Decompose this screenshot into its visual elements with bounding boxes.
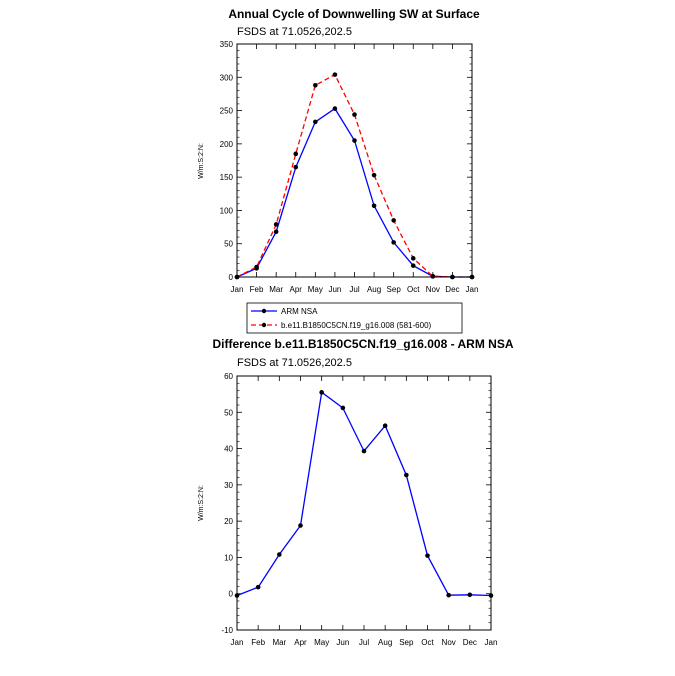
x-tick-label: Dec [445, 285, 459, 294]
y-tick-label: -10 [221, 626, 233, 635]
series-1-point [361, 448, 367, 454]
series-1-point [298, 523, 303, 528]
x-tick-label: Jan [231, 638, 244, 647]
x-tick-label: Nov [442, 638, 456, 647]
y-tick-label: 30 [224, 481, 233, 490]
x-tick-label: Jun [328, 285, 341, 294]
series-1-point [340, 405, 346, 411]
legend-marker-series-2 [261, 322, 267, 328]
series-2-point [391, 218, 396, 223]
series-1-point [404, 472, 409, 478]
x-tick-label: Apr [294, 638, 307, 647]
y-tick-label: 200 [220, 140, 234, 149]
series-2-point [371, 172, 377, 178]
y-tick-label: 150 [220, 173, 234, 182]
series-line-1 [236, 391, 492, 597]
series-2-point [430, 274, 436, 279]
series-1-point [352, 138, 357, 143]
x-tick-label: Feb [251, 638, 265, 647]
series-1-point [391, 240, 396, 245]
x-tick-label: Aug [378, 638, 392, 647]
x-tick-label: Jan [231, 285, 244, 294]
chart1-title: Annual Cycle of Downwelling SW at Surfac… [228, 7, 480, 21]
y-tick-label: 100 [220, 206, 234, 215]
series-1-point [273, 229, 279, 235]
series-line-2 [236, 73, 472, 278]
x-tick-label: Dec [463, 638, 477, 647]
series-1-point [467, 592, 473, 598]
x-tick-label: Jul [349, 285, 359, 294]
series-1-point [425, 553, 430, 558]
series-line-1 [236, 107, 472, 278]
y-tick-label: 20 [224, 517, 233, 526]
chart2-y-axis-label: W/m:S:2:N: [198, 485, 205, 521]
x-tick-label: Jun [336, 638, 349, 647]
series-2-point [254, 264, 259, 270]
chart2-title: Difference b.e11.B1850C5CN.f19_g16.008 -… [212, 337, 513, 351]
x-tick-label: Jul [359, 638, 369, 647]
series-2-point [293, 151, 299, 157]
x-tick-label: Jan [485, 638, 498, 647]
x-tick-label: Oct [421, 638, 434, 647]
legend-label-series-2: b.e11.B1850C5CN.f19_g16.008 (581-600) [281, 321, 432, 330]
y-tick-label: 300 [220, 73, 234, 82]
x-tick-label: Jan [466, 285, 479, 294]
x-tick-label: May [308, 285, 323, 294]
series-2-point [332, 72, 338, 77]
x-tick-label: Feb [250, 285, 264, 294]
x-tick-label: Apr [290, 285, 303, 294]
series-1-point [332, 106, 338, 111]
x-tick-label: May [314, 638, 329, 647]
y-tick-label: 50 [224, 408, 233, 417]
chart1-y-axis-label: W/m:S:2:N: [198, 143, 205, 179]
legend-marker-series-1 [261, 308, 267, 314]
x-tick-label: Sep [387, 285, 402, 294]
series-2-point [273, 222, 279, 227]
series-1-point [293, 164, 299, 170]
y-tick-label: 0 [229, 590, 234, 599]
x-tick-label: Sep [399, 638, 414, 647]
series-2-point [313, 82, 318, 88]
y-tick-label: 40 [224, 445, 233, 454]
chart2-subtitle: FSDS at 71.0526,202.5 [237, 357, 352, 369]
y-tick-label: 60 [224, 372, 233, 381]
chart2-frame [236, 375, 492, 631]
y-tick-label: 350 [220, 40, 234, 49]
chart1-frame [236, 43, 473, 278]
legend-label-series-1: ARM NSA [281, 307, 318, 316]
series-1-point [313, 119, 318, 125]
series-1-point [371, 203, 377, 209]
x-tick-label: Mar [269, 285, 283, 294]
legend-box [246, 302, 463, 334]
x-tick-label: Nov [426, 285, 440, 294]
series-1-point [255, 584, 261, 590]
series-1-point [277, 552, 282, 557]
x-tick-label: Mar [272, 638, 286, 647]
chart2-plot: -10 0 10 20 30 40 50 60 Jan Feb Mar Apr May Jun Jul Aug… [221, 372, 497, 647]
y-tick-label: 0 [229, 273, 234, 282]
chart1-legend: ARM NSA b.e11.B1850C5CN.f19_g16.008 (581… [246, 302, 463, 334]
series-1-point [446, 592, 451, 598]
series-1-point [382, 423, 388, 429]
x-tick-label: Aug [367, 285, 381, 294]
series-1-point [410, 263, 416, 268]
chart1-plot: 0 50 100 150 200 250 300 350 Jan Feb Mar Apr May Jun J… [220, 40, 479, 294]
series-2-point [410, 256, 416, 261]
series-2-point [352, 112, 357, 117]
y-tick-label: 10 [224, 553, 233, 562]
chart1-subtitle: FSDS at 71.0526,202.5 [237, 26, 352, 38]
series-1-point [319, 390, 324, 395]
y-tick-label: 50 [224, 240, 233, 249]
y-tick-label: 250 [220, 107, 234, 116]
x-tick-label: Oct [407, 285, 420, 294]
